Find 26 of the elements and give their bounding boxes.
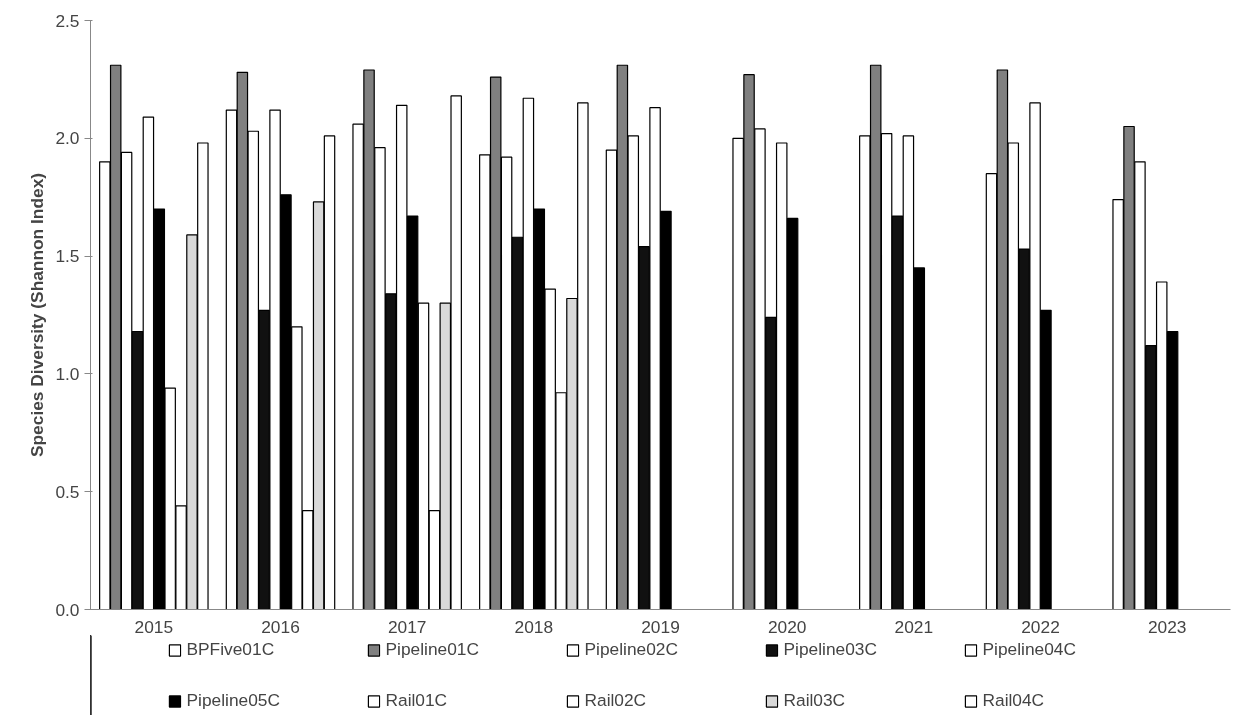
y-tick-label: 0.0 — [55, 599, 80, 620]
x-tick-label: 2018 — [514, 616, 554, 637]
y-tick-label: 2.5 — [55, 10, 80, 31]
legend-label: Pipeline03C — [783, 639, 878, 660]
x-tick-label: 2023 — [1147, 616, 1187, 637]
legend-label: Pipeline02C — [584, 639, 679, 660]
y-tick-label: 1.5 — [55, 246, 80, 267]
legend-label: Pipeline01C — [385, 639, 480, 660]
legend-label: Rail01C — [385, 690, 449, 711]
x-tick-label: 2019 — [641, 616, 680, 637]
x-tick-label: 2015 — [134, 616, 174, 637]
x-tick-label: 2020 — [767, 616, 807, 637]
x-tick-label: 2021 — [894, 616, 934, 637]
y-axis-title: Species Diversity (Shannon Index) — [27, 172, 48, 458]
legend-label: Pipeline04C — [982, 639, 1077, 660]
x-tick-label: 2017 — [387, 616, 427, 637]
legend-label: Rail02C — [584, 690, 648, 711]
x-tick-label: 2022 — [1021, 616, 1060, 637]
legend-label: BPFive01C — [186, 639, 276, 660]
legend-label: Pipeline05C — [186, 690, 281, 711]
y-tick-label: 2.0 — [55, 128, 80, 149]
y-tick-label: 1.0 — [55, 363, 80, 384]
x-tick-label: 2016 — [261, 616, 300, 637]
y-tick-label: 0.5 — [55, 481, 80, 502]
legend-label: Rail04C — [982, 690, 1046, 711]
legend-label: Rail03C — [783, 690, 847, 711]
